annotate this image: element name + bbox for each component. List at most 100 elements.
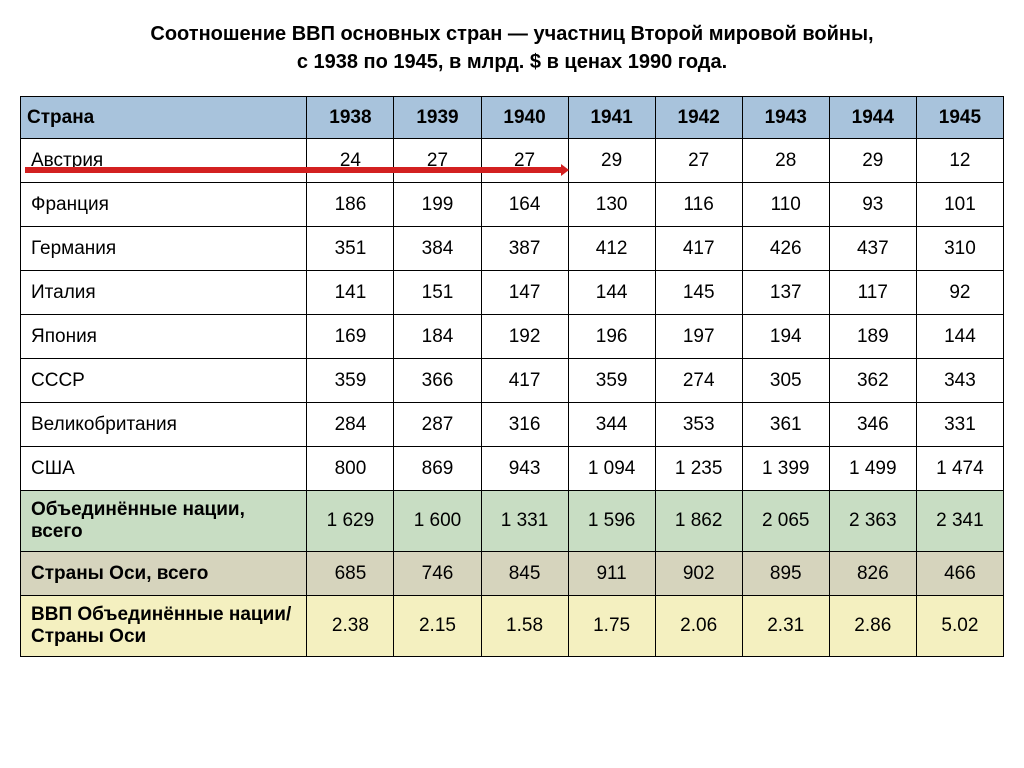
table-header-row: Страна 1938 1939 1940 1941 1942 1943 194… — [21, 97, 1004, 139]
summary-row: Страны Оси, всего68574684591190289582646… — [21, 552, 1004, 596]
data-cell: 145 — [655, 271, 742, 315]
data-cell: 346 — [829, 403, 916, 447]
data-cell: 359 — [307, 359, 394, 403]
data-cell: 27 — [655, 139, 742, 183]
summary-data-cell: 895 — [742, 552, 829, 596]
data-cell: 331 — [916, 403, 1003, 447]
data-cell: 12 — [916, 139, 1003, 183]
data-cell: 29 — [568, 139, 655, 183]
data-cell: 384 — [394, 227, 481, 271]
data-cell: 151 — [394, 271, 481, 315]
summary-data-cell: 1 629 — [307, 491, 394, 552]
summary-data-cell: 902 — [655, 552, 742, 596]
summary-data-cell: 2.31 — [742, 596, 829, 657]
data-cell: 1 094 — [568, 447, 655, 491]
data-cell: 27 — [394, 139, 481, 183]
data-cell: 144 — [916, 315, 1003, 359]
data-cell: 437 — [829, 227, 916, 271]
data-cell: 196 — [568, 315, 655, 359]
data-cell: 194 — [742, 315, 829, 359]
table-row: СССР359366417359274305362343 — [21, 359, 1004, 403]
data-cell: 27 — [481, 139, 568, 183]
data-cell: 316 — [481, 403, 568, 447]
data-cell: 284 — [307, 403, 394, 447]
header-year: 1941 — [568, 97, 655, 139]
data-cell: 101 — [916, 183, 1003, 227]
data-cell: 361 — [742, 403, 829, 447]
data-cell: 412 — [568, 227, 655, 271]
country-cell: Италия — [21, 271, 307, 315]
summary-data-cell: 826 — [829, 552, 916, 596]
data-cell: 351 — [307, 227, 394, 271]
data-cell: 169 — [307, 315, 394, 359]
data-cell: 189 — [829, 315, 916, 359]
data-cell: 144 — [568, 271, 655, 315]
header-year: 1944 — [829, 97, 916, 139]
data-cell: 1 235 — [655, 447, 742, 491]
summary-data-cell: 2 341 — [916, 491, 1003, 552]
country-cell: Австрия — [21, 139, 307, 183]
summary-data-cell: 2.15 — [394, 596, 481, 657]
summary-country-cell: Объединённые нации, всего — [21, 491, 307, 552]
data-cell: 24 — [307, 139, 394, 183]
highlight-underline — [25, 167, 565, 173]
data-cell: 141 — [307, 271, 394, 315]
data-cell: 29 — [829, 139, 916, 183]
table-row: Великобритания284287316344353361346331 — [21, 403, 1004, 447]
summary-data-cell: 911 — [568, 552, 655, 596]
country-cell: Франция — [21, 183, 307, 227]
table-body: Австрия2427272927282912Франция1861991641… — [21, 139, 1004, 657]
data-cell: 417 — [655, 227, 742, 271]
header-country: Страна — [21, 97, 307, 139]
summary-data-cell: 1.75 — [568, 596, 655, 657]
data-cell: 184 — [394, 315, 481, 359]
table-row: Германия351384387412417426437310 — [21, 227, 1004, 271]
data-cell: 943 — [481, 447, 568, 491]
data-cell: 116 — [655, 183, 742, 227]
gdp-table: Страна 1938 1939 1940 1941 1942 1943 194… — [20, 96, 1004, 657]
data-cell: 869 — [394, 447, 481, 491]
data-cell: 1 474 — [916, 447, 1003, 491]
data-cell: 92 — [916, 271, 1003, 315]
data-cell: 164 — [481, 183, 568, 227]
summary-data-cell: 2.06 — [655, 596, 742, 657]
summary-data-cell: 685 — [307, 552, 394, 596]
header-year: 1943 — [742, 97, 829, 139]
summary-country-cell: ВВП Объединённые нации/Страны Оси — [21, 596, 307, 657]
data-cell: 362 — [829, 359, 916, 403]
summary-data-cell: 2.86 — [829, 596, 916, 657]
data-cell: 93 — [829, 183, 916, 227]
header-year: 1942 — [655, 97, 742, 139]
table-row: Австрия2427272927282912 — [21, 139, 1004, 183]
summary-country-cell: Страны Оси, всего — [21, 552, 307, 596]
summary-data-cell: 2 363 — [829, 491, 916, 552]
data-cell: 310 — [916, 227, 1003, 271]
data-cell: 186 — [307, 183, 394, 227]
data-cell: 137 — [742, 271, 829, 315]
country-cell: Великобритания — [21, 403, 307, 447]
data-cell: 417 — [481, 359, 568, 403]
country-cell: Германия — [21, 227, 307, 271]
summary-data-cell: 1.58 — [481, 596, 568, 657]
summary-data-cell: 746 — [394, 552, 481, 596]
title-line-2: с 1938 по 1945, в млрд. $ в ценах 1990 г… — [297, 51, 727, 73]
data-cell: 305 — [742, 359, 829, 403]
summary-data-cell: 1 596 — [568, 491, 655, 552]
table-row: Франция18619916413011611093101 — [21, 183, 1004, 227]
table-row: Италия14115114714414513711792 — [21, 271, 1004, 315]
data-cell: 110 — [742, 183, 829, 227]
data-cell: 800 — [307, 447, 394, 491]
summary-data-cell: 1 600 — [394, 491, 481, 552]
data-cell: 197 — [655, 315, 742, 359]
data-cell: 147 — [481, 271, 568, 315]
table-row: США8008699431 0941 2351 3991 4991 474 — [21, 447, 1004, 491]
summary-row: ВВП Объединённые нации/Страны Оси2.382.1… — [21, 596, 1004, 657]
country-cell: США — [21, 447, 307, 491]
data-cell: 426 — [742, 227, 829, 271]
data-cell: 274 — [655, 359, 742, 403]
data-cell: 387 — [481, 227, 568, 271]
data-cell: 359 — [568, 359, 655, 403]
summary-row: Объединённые нации, всего1 6291 6001 331… — [21, 491, 1004, 552]
data-cell: 287 — [394, 403, 481, 447]
data-cell: 117 — [829, 271, 916, 315]
